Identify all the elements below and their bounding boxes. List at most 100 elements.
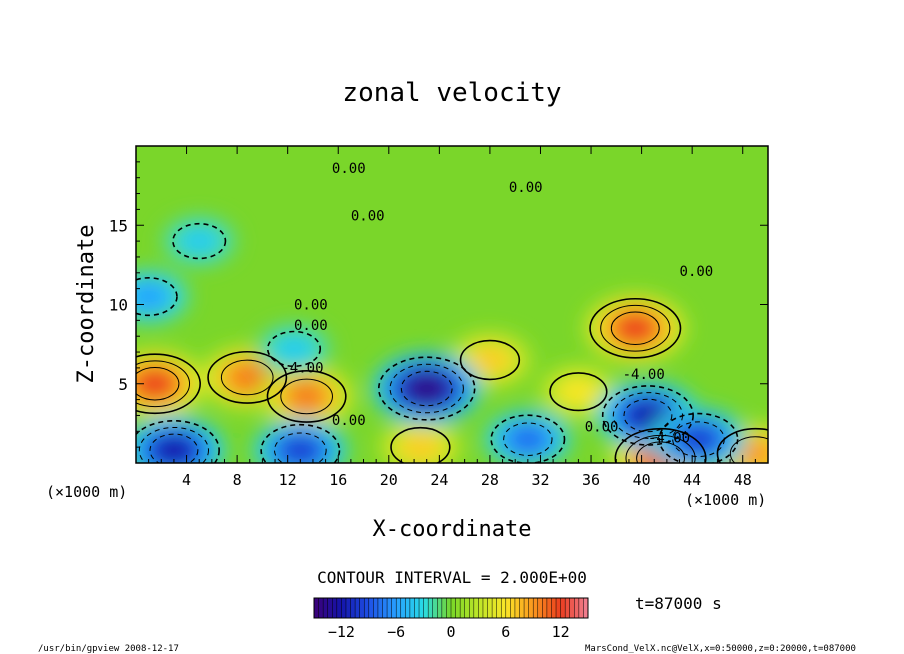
contour-label-5: 0.00 — [294, 318, 328, 334]
colorbar-bin-17 — [391, 598, 397, 618]
heat-blob-positive-2 — [286, 381, 327, 412]
contour-labels: 0.00 0.00 0.00 0.00 0.00 0.00 -4.00 0.00 0.00 -4.… — [281, 161, 713, 446]
contour-ring-11-2 — [400, 370, 453, 407]
colorbar-bin-20 — [405, 598, 411, 618]
contour-ring-9-2 — [149, 433, 199, 463]
contour-ring-13-0 — [601, 385, 694, 446]
y-tick-label-2: 15 — [109, 216, 128, 235]
colorbar-bin-35 — [473, 598, 479, 618]
contour-ring-12-0 — [490, 414, 566, 463]
colorbar-bin-33 — [464, 598, 470, 618]
contour-label-7: 0.00 — [332, 413, 366, 429]
colorbar-bin-14 — [377, 598, 383, 618]
contour-ring-11-1 — [389, 363, 464, 414]
x-axis-label: X-coordinate — [373, 517, 532, 542]
contour-ring-15-0 — [136, 277, 178, 317]
contour-ring-10-0 — [260, 423, 341, 463]
colorbar-bin-36 — [478, 598, 484, 618]
contour-ring-2-0 — [266, 369, 347, 423]
colorbar-bin-22 — [414, 598, 420, 618]
contour-label-0: 0.00 — [332, 161, 366, 177]
colorbar-bin-58 — [578, 598, 584, 618]
colorbar-bin-28 — [441, 598, 447, 618]
colorbar-bin-15 — [382, 598, 388, 618]
contour-label-2: 0.00 — [351, 208, 385, 224]
colorbar-tick-label-3: 6 — [501, 623, 510, 641]
heat-blob-negative-14 — [678, 424, 719, 455]
x-unit-label-right: (×1000 m) — [685, 491, 766, 509]
contour-ring-7-2 — [636, 441, 685, 463]
x-unit-label-left: (×1000 m) — [46, 483, 127, 501]
contour-label-3: 0.00 — [680, 264, 714, 280]
colorbar-bin-59 — [583, 598, 589, 618]
x-tick-label-9: 40 — [633, 471, 651, 489]
colorbar-bin-49 — [537, 598, 543, 618]
colorbar-bin-25 — [428, 598, 434, 618]
contour-ring-5-0 — [549, 372, 608, 412]
contour-label-10: -4.00 — [648, 430, 690, 446]
colorbar-bin-19 — [400, 598, 406, 618]
x-tick-label-2: 12 — [279, 471, 297, 489]
colorbar-bin-27 — [437, 598, 443, 618]
contour-label-8: 0.00 — [585, 419, 619, 435]
colorbar-tick-label-1: −6 — [387, 623, 405, 641]
colorbar-bin-52 — [551, 598, 557, 618]
heat-blob-negative-15 — [136, 283, 167, 310]
contour-ring-9-1 — [138, 426, 209, 463]
contour-ring-14-0 — [658, 412, 739, 463]
colorbar — [313, 597, 589, 619]
colorbar-bin-24 — [423, 598, 429, 618]
x-tick-label-1: 8 — [233, 471, 242, 489]
colorbar-bin-8 — [350, 598, 356, 618]
heat-blob-positive-5 — [560, 378, 596, 405]
colorbar-bin-42 — [505, 598, 511, 618]
contour-ring-17-0 — [266, 330, 322, 368]
heat-blob-positive-4 — [471, 346, 509, 374]
colorbar-bin-34 — [469, 598, 475, 618]
y-tick-label-1: 10 — [109, 296, 128, 315]
colorbar-bin-6 — [341, 598, 347, 618]
colorbar-bin-12 — [368, 598, 374, 618]
colorbar-bin-11 — [364, 598, 370, 618]
colorbar-bin-32 — [460, 598, 465, 618]
colorbar-bin-16 — [387, 598, 392, 618]
heat-blob-negative-17 — [277, 336, 311, 361]
colorbar-bin-47 — [528, 598, 534, 618]
contour-ring-3-0 — [390, 426, 451, 463]
contour-ring-13-2 — [623, 398, 673, 433]
colorbar-bin-1 — [318, 598, 324, 618]
contour-ring-1-0 — [207, 350, 288, 404]
contour-ring-16-0 — [172, 222, 227, 260]
colorbar-frame — [313, 597, 589, 619]
x-tick-label-3: 16 — [329, 471, 347, 489]
colorbar-bin-55 — [565, 598, 571, 618]
colorbar-bin-31 — [455, 598, 461, 618]
x-tick-label-10: 44 — [683, 471, 701, 489]
x-tick-label-5: 24 — [430, 471, 448, 489]
colorbar-bin-7 — [345, 598, 351, 618]
contour-ring-10-1 — [273, 432, 327, 463]
heat-blob-positive-0 — [136, 367, 177, 400]
heat-blob-negative-12 — [509, 425, 547, 454]
colorbar-bin-54 — [560, 598, 566, 618]
x-tick-label-7: 32 — [531, 471, 549, 489]
contour-ring-9-0 — [136, 420, 220, 463]
colorbar-bin-44 — [514, 598, 520, 618]
contour-interval-text: CONTOUR INTERVAL = 2.000E+00 — [317, 568, 587, 587]
contour-label-4: 0.00 — [294, 297, 328, 313]
colorbar-bin-30 — [451, 598, 456, 618]
contour-ring-2-1 — [280, 378, 333, 415]
colorbar-bin-26 — [432, 598, 438, 618]
contour-ring-7-1 — [625, 434, 696, 463]
heat-blob-positive-3 — [402, 433, 439, 461]
contour-ring-0-0 — [136, 353, 201, 415]
colorbar-bin-37 — [482, 598, 488, 618]
time-label: t=87000 s — [635, 594, 722, 613]
y-axis: 5 10 15 — [109, 161, 768, 448]
heat-blob-positive-6 — [614, 312, 657, 345]
x-tick-label-6: 28 — [481, 471, 499, 489]
x-tick-label-11: 48 — [734, 471, 752, 489]
heat-blob-negative-16 — [183, 228, 216, 254]
contour-ring-11-0 — [377, 356, 476, 421]
contour-label-9: -4.00 — [623, 367, 665, 383]
